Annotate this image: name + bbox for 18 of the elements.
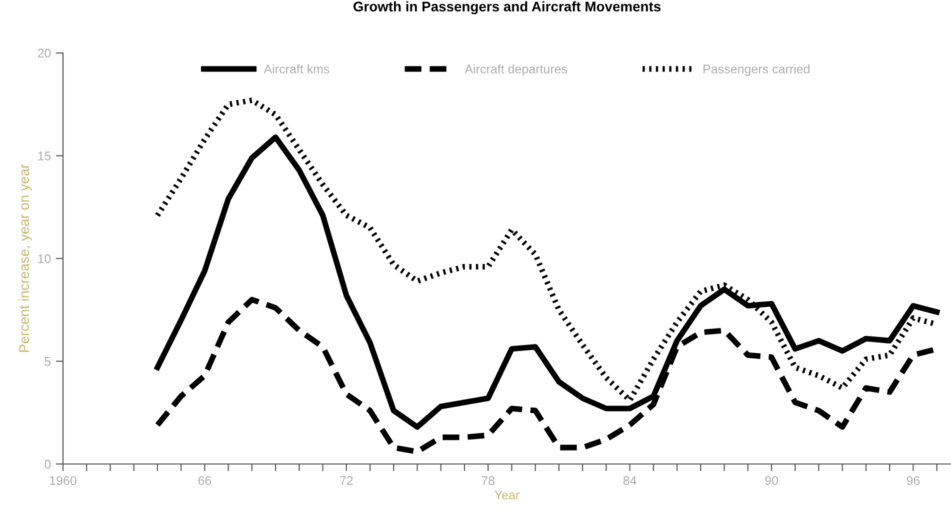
y-tick-label: 15 — [38, 152, 51, 160]
x-tick-label: 72 — [340, 476, 353, 485]
legend-label: Aircraft departures — [464, 64, 568, 76]
chart-title: Growth in Passengers and Aircraft Movements — [353, 1, 661, 14]
x-tick-label: 78 — [482, 476, 495, 485]
y-tick-label: 10 — [38, 254, 51, 264]
x-tick-label: 90 — [765, 476, 778, 485]
y-axis-title: Percent increase, year on year — [18, 164, 32, 352]
legend-label: Passengers carried — [704, 64, 810, 76]
x-tick-label: 96 — [906, 476, 920, 485]
x-axis-title: Year — [494, 490, 520, 500]
y-tick-label: 0 — [44, 460, 51, 469]
x-tick-label: 84 — [623, 476, 636, 485]
legend-label: Aircraft kms — [264, 64, 330, 74]
y-tick-label: 5 — [44, 357, 51, 366]
x-tick-label: 1960 — [50, 476, 76, 485]
y-tick-label: 20 — [38, 48, 51, 58]
x-tick-label: 66 — [198, 476, 212, 485]
